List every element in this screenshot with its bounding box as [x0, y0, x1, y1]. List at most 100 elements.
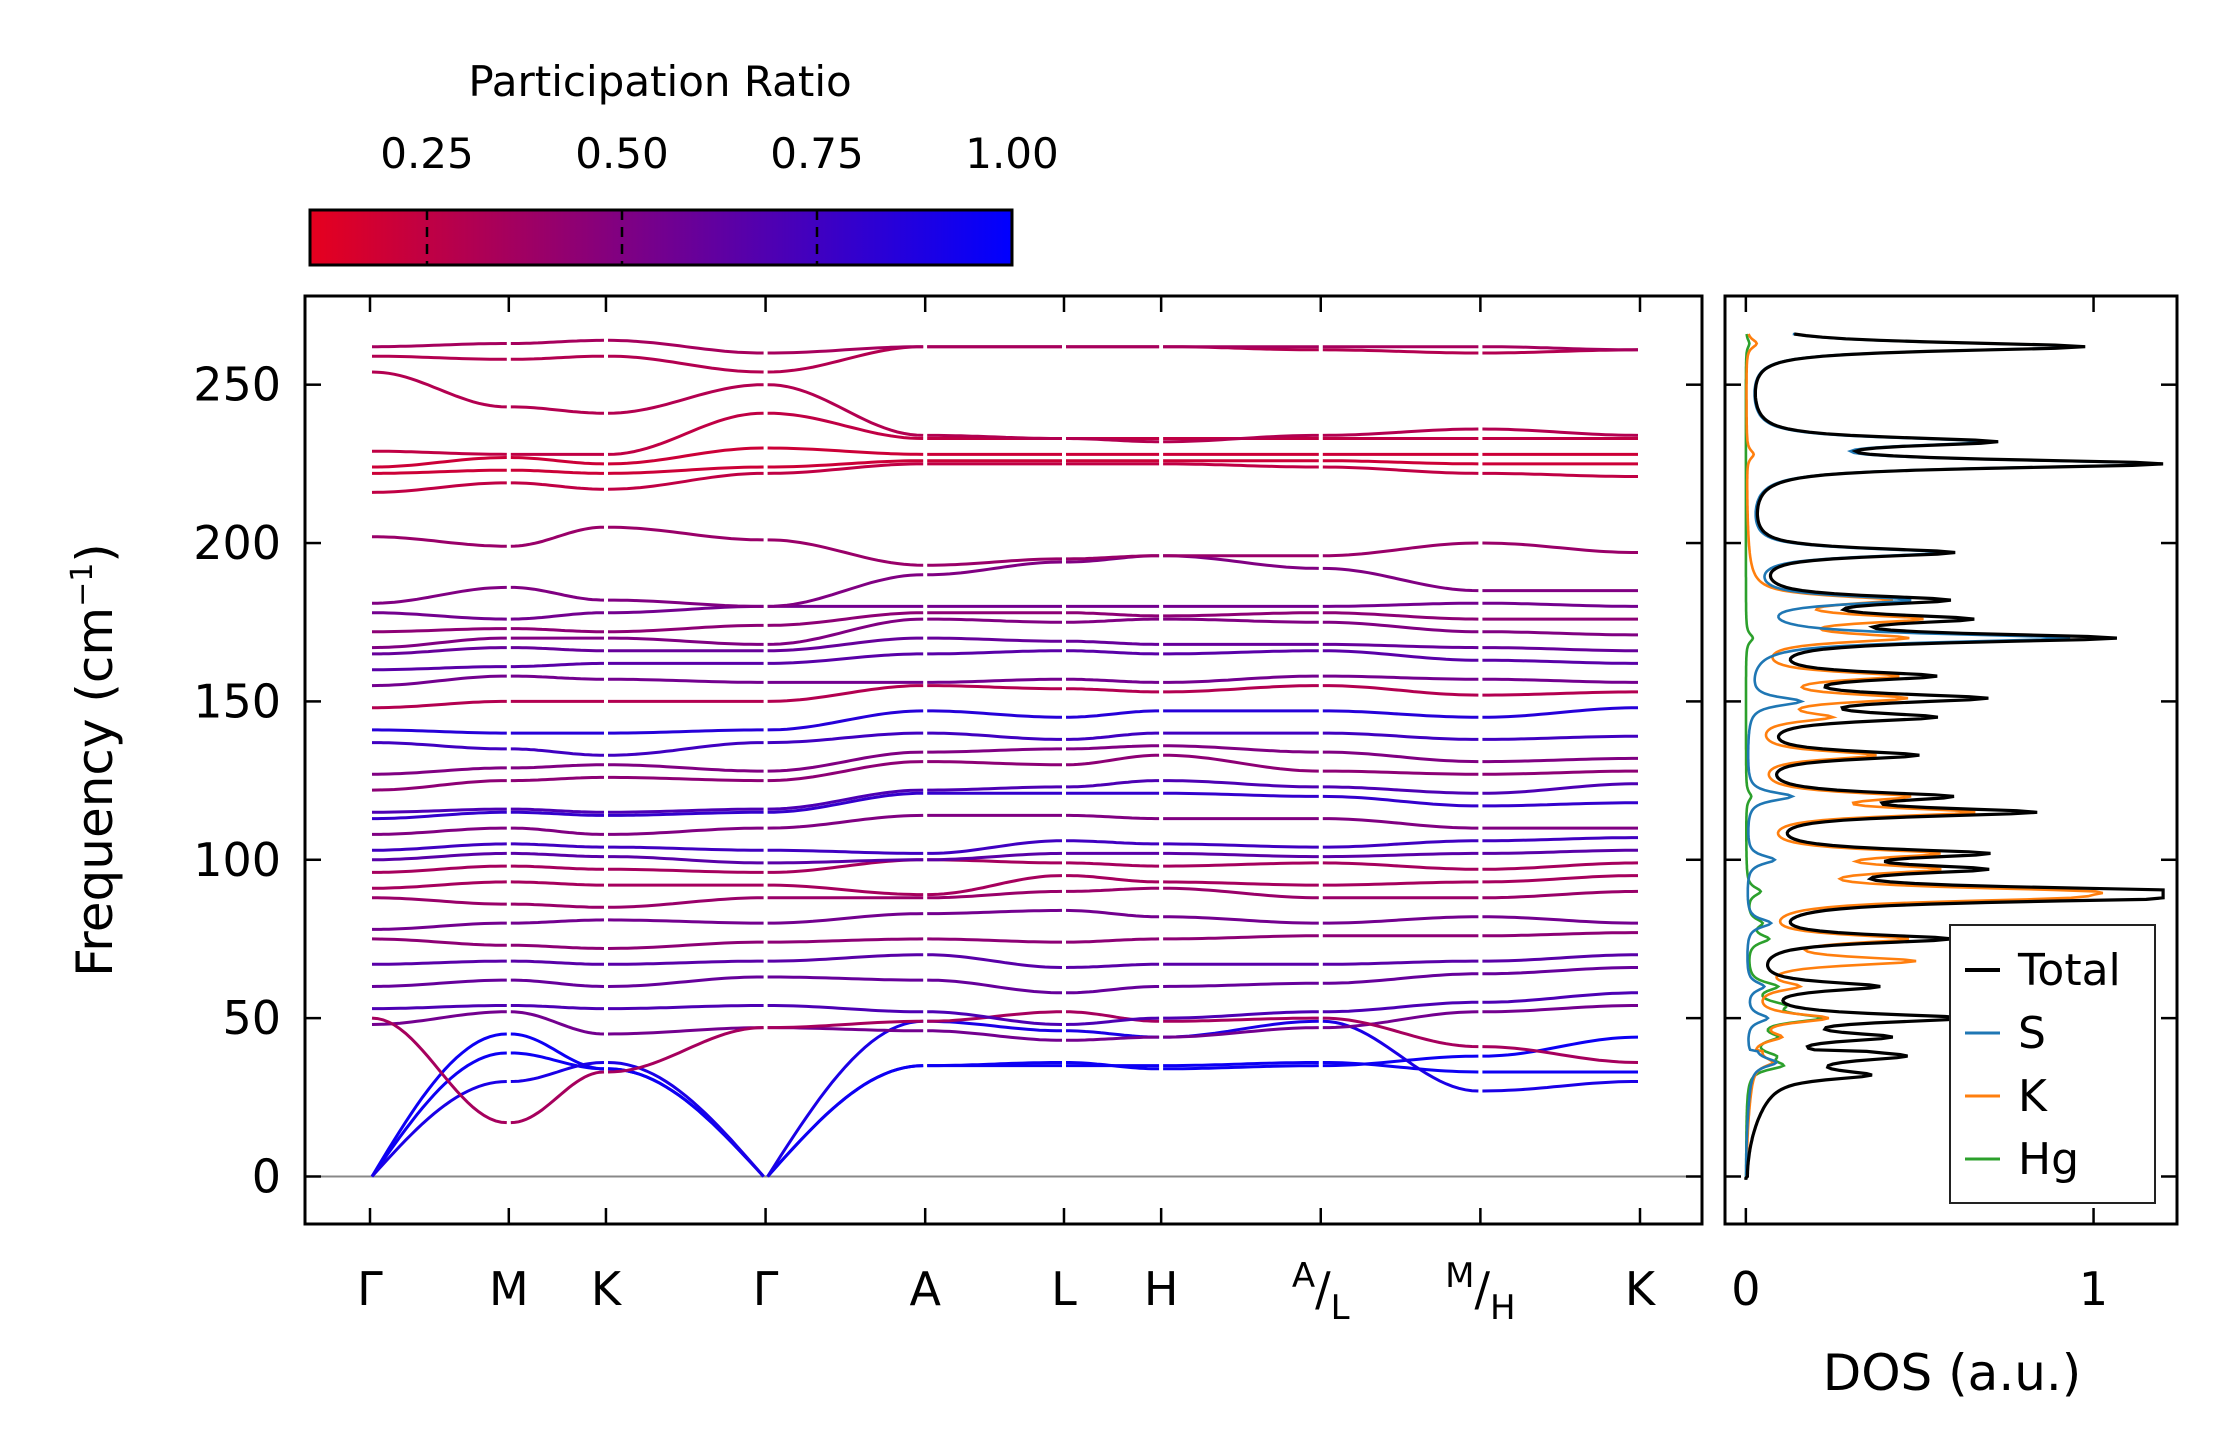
frequency-axis-title: Frequency (cm−1) [65, 543, 124, 977]
phonon-band [927, 1010, 1062, 1023]
phonon-band [1163, 1064, 1319, 1071]
phonon-band [1322, 1054, 1479, 1068]
phonon-band [372, 864, 507, 874]
phonon-band [372, 627, 507, 634]
phonon-band [767, 788, 924, 811]
phonon-band [372, 646, 507, 656]
q-tick-label: K [1625, 1262, 1657, 1316]
phonon-band [372, 354, 507, 361]
phonon-band [1322, 880, 1479, 887]
phonon-band [1163, 886, 1319, 900]
phonon-band [510, 864, 604, 871]
phonon-band [1322, 959, 1479, 966]
phonon-band [371, 842, 507, 852]
phonon-band [510, 918, 605, 925]
phonon-band [927, 709, 1062, 719]
phonon-band [372, 921, 507, 931]
phonon-band [1322, 1010, 1479, 1030]
phonon-band [607, 525, 764, 542]
phonon-band [1482, 646, 1638, 653]
phonon-band [372, 468, 507, 475]
phonon-band [1066, 554, 1160, 561]
phonon-band [1322, 465, 1479, 475]
phonon-band [371, 674, 507, 688]
phonon-band [766, 1064, 924, 1178]
phonon-band [1066, 985, 1160, 995]
qpoint-axis-ticks: Γ M K Γ A L H A/L M/H K [357, 296, 1657, 1328]
phonon-band [767, 411, 924, 440]
colorbar-tick-label: 0.25 [380, 129, 474, 178]
phonon-band [608, 763, 764, 773]
phonon-band [510, 661, 604, 669]
phonon-band [927, 684, 1062, 691]
phonon-band [371, 851, 507, 862]
q-tick-label: L [1051, 1262, 1077, 1316]
phonon-band [1482, 1045, 1639, 1064]
phonon-band [927, 874, 1063, 897]
phonon-band [1322, 601, 1479, 608]
phonon-band [510, 775, 604, 783]
phonon-band [927, 677, 1062, 684]
phonon-band [1065, 687, 1160, 694]
phonon-band [1322, 769, 1479, 776]
phonon-band [767, 1019, 924, 1030]
phonon-band [608, 623, 764, 634]
colorbar-tick-label: 0.75 [770, 129, 864, 178]
legend-label: S [2018, 1008, 2046, 1059]
phonon-band [1322, 649, 1479, 662]
phonon-band [608, 855, 764, 865]
y-tick-label: 250 [193, 358, 281, 412]
phonon-band [1066, 937, 1160, 944]
phonon-band [1322, 427, 1479, 437]
phonon-band [510, 585, 605, 602]
phonon-band [607, 1061, 765, 1178]
phonon-band [1163, 674, 1319, 684]
phonon-band [1163, 617, 1319, 624]
phonon-band [1482, 931, 1638, 938]
phonon-band [371, 481, 507, 494]
phonon-band [1163, 1016, 1319, 1023]
phonon-band [1065, 1016, 1160, 1026]
phonon-band [1066, 437, 1160, 444]
q-tick-label: A [909, 1262, 941, 1316]
colorbar-gradient [308, 208, 1014, 267]
phonon-band [510, 646, 604, 653]
phonon-band [1163, 462, 1319, 469]
phonon-band [1065, 908, 1160, 919]
phonon-band [927, 908, 1063, 916]
phonon-band [1066, 611, 1160, 618]
phonon-band [607, 446, 764, 466]
phonon-band [510, 902, 604, 909]
phonon-band [608, 1004, 764, 1011]
phonon-band [372, 699, 507, 710]
phonon-band [1482, 471, 1638, 478]
phonon-band [372, 585, 507, 605]
phonon-band [510, 611, 605, 621]
phonon-band [1066, 709, 1160, 719]
phonon-band [1482, 1080, 1638, 1093]
phonon-band [1163, 433, 1319, 444]
phonon-band [1482, 1004, 1638, 1014]
q-tick-label: Γ [753, 1262, 779, 1316]
phonon-band [1066, 839, 1160, 846]
dos-curve-total [1744, 332, 2165, 1180]
phonon-band [767, 383, 924, 437]
phonon-band [1163, 744, 1319, 754]
phonon-band [767, 883, 924, 897]
dos-curves [1744, 332, 2165, 1180]
phonon-band [371, 880, 507, 890]
phonon-band [1322, 794, 1479, 808]
phonon-band [1322, 684, 1479, 697]
phonon-band [510, 468, 604, 475]
phonon-band [510, 338, 605, 345]
phonon-band [1163, 684, 1319, 694]
phonon-band [608, 677, 764, 684]
phonon-band [371, 978, 507, 988]
phonon-band [1163, 611, 1319, 618]
phonon-band [370, 1080, 507, 1178]
phonon-band [372, 826, 507, 836]
legend-label: Hg [2018, 1134, 2079, 1185]
phonon-band [767, 611, 924, 627]
phonon-band [767, 858, 924, 865]
